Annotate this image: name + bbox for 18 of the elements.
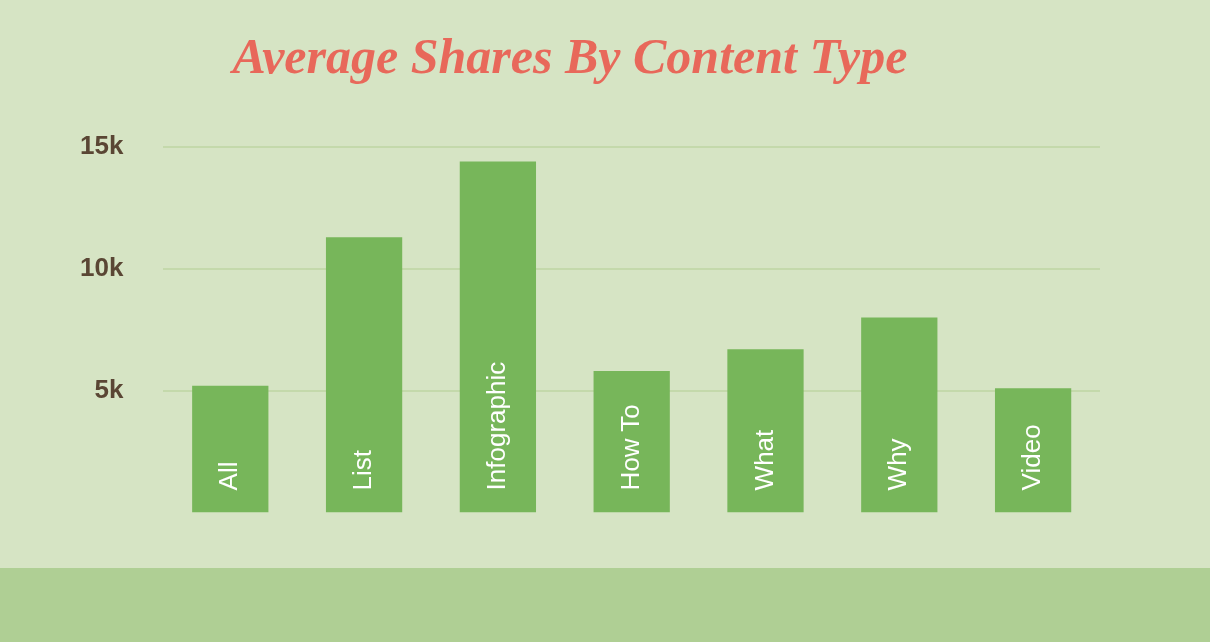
y-tick-label: 15k — [79, 130, 124, 161]
x-tick-label: How To — [614, 404, 645, 491]
bar — [459, 161, 537, 513]
x-tick-label: What — [748, 428, 779, 491]
bar — [593, 371, 670, 513]
x-tick-label: Why — [882, 438, 913, 491]
x-tick-label: List — [347, 449, 378, 491]
x-tick-label: Infographic — [481, 361, 512, 491]
x-tick-label: Video — [1016, 424, 1047, 491]
y-tick-label: 10k — [79, 251, 124, 282]
bar — [192, 385, 269, 513]
bar — [325, 237, 403, 513]
chart-title: Average Shares By Content Type — [229, 27, 908, 84]
bar — [861, 317, 938, 513]
x-tick-label: All — [213, 461, 244, 491]
bar — [994, 388, 1072, 513]
bar — [727, 349, 804, 513]
y-tick-label: 5k — [94, 373, 124, 404]
